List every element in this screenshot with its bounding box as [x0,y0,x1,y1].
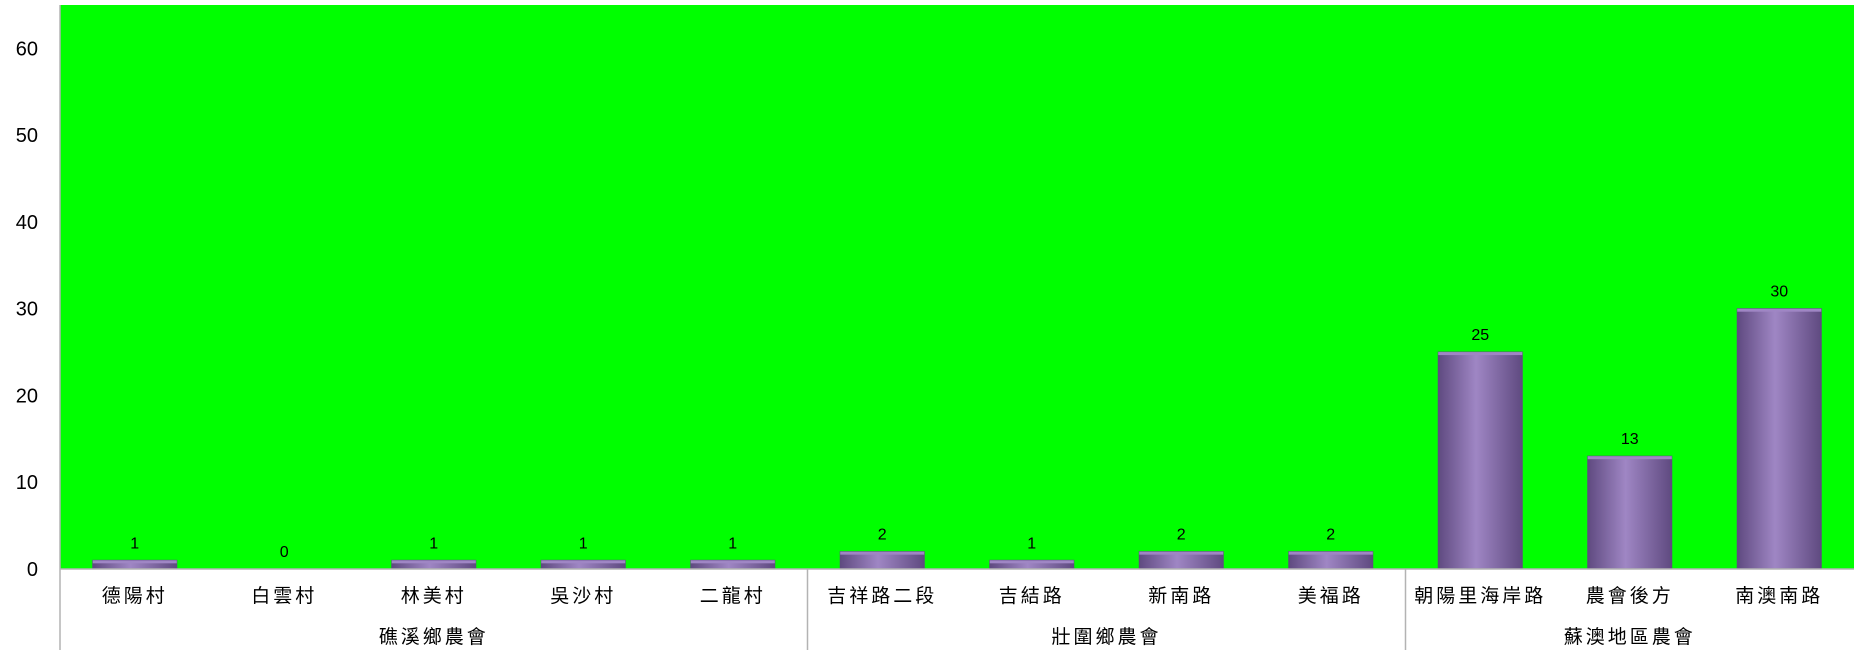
x-tick-label: 南澳南路 [1735,585,1823,607]
x-tick-label: 德陽村 [102,585,168,607]
bar [1437,351,1523,570]
data-label: 1 [130,535,139,552]
bars [92,308,1822,570]
data-label: 30 [1770,284,1788,301]
y-tick-label: 50 [16,125,38,147]
data-label: 2 [1177,527,1186,544]
data-label: 1 [579,535,588,552]
x-tick-label: 吉祥路二段 [827,585,937,607]
bar-top-highlight [1139,551,1224,555]
x-axis: 德陽村 白雲村 林美村 吳沙村 二龍村 吉祥路二段 吉結路 新南路 美福路 朝陽里海岸路 農會後方 南… [59,5,1854,650]
bar-top-highlight [1288,551,1373,555]
bar [1587,455,1673,570]
data-label: 1 [728,535,737,552]
x-tick-label: 吳沙村 [550,585,616,607]
x-tick-label: 白雲村 [251,585,317,607]
data-label: 2 [878,527,887,544]
y-tick-label: 30 [16,299,38,321]
data-label: 1 [429,535,438,552]
group-label: 蘇澳地區農會 [1564,626,1696,648]
x-tick-label: 朝陽里海岸路 [1414,585,1546,607]
bar-top-highlight [92,560,177,564]
group-label: 壯圍鄉農會 [1051,626,1161,648]
data-labels: 1 0 1 1 1 2 1 2 2 25 13 30 [130,284,1788,561]
data-label: 2 [1326,527,1335,544]
bar-top-highlight [840,551,925,555]
bar-top-highlight [1438,352,1523,356]
data-label: 1 [1027,535,1036,552]
y-tick-label: 20 [16,385,38,407]
data-label: 0 [280,544,289,561]
x-tick-label: 美福路 [1298,585,1364,607]
bar-top-highlight [391,560,476,564]
data-label: 25 [1471,327,1489,344]
x-tick-label: 農會後方 [1586,585,1674,607]
bar [1736,308,1822,570]
bar-top-highlight [989,560,1074,564]
y-tick-label: 60 [16,38,38,60]
y-tick-label: 40 [16,212,38,234]
x-tick-label: 新南路 [1148,585,1214,607]
bar-top-highlight [1737,308,1822,312]
x-tick-label: 林美村 [401,585,467,607]
bar-top-highlight [690,560,775,564]
y-tick-label: 0 [27,559,38,581]
bar-top-highlight [541,560,626,564]
x-tick-label: 吉結路 [999,585,1065,607]
y-tick-label: 10 [16,472,38,494]
group-label: 礁溪鄉農會 [379,626,489,648]
data-label: 13 [1621,431,1639,448]
bar-top-highlight [1587,456,1672,460]
x-tick-label: 二龍村 [700,585,766,607]
y-axis: 0 10 20 30 40 50 60 [16,38,38,581]
plot-area [60,5,1854,569]
